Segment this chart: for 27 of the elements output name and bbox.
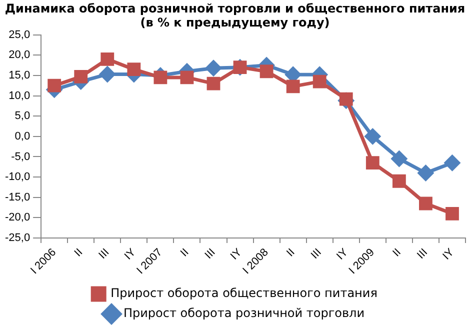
x-tick-label: IY (440, 246, 457, 262)
x-tick-label: III (308, 246, 324, 262)
y-tick-label: 5,0 (14, 110, 30, 122)
chart-title: Динамика оборота розничной торговли и общественного питания (4, 1, 466, 16)
x-tick-label: IY (228, 246, 245, 262)
x-tick-label: II (390, 246, 404, 260)
legend-label: Прирост оборота розничной торговли (123, 306, 365, 320)
y-tick-label: -25,0 (4, 232, 30, 244)
y-tick-label: -15,0 (4, 191, 30, 204)
x-tick-label: III (415, 246, 430, 262)
legend-label: Прирост оборота общественного питания (110, 286, 378, 300)
x-tick-label: IY (122, 246, 139, 262)
chart-subtitle: (в % к предыдущему году) (140, 16, 330, 30)
x-tick-label: II (72, 246, 86, 260)
y-tick-label: 0,0 (14, 130, 30, 142)
y-tick-label: 15,0 (8, 69, 30, 82)
y-tick-label: -10,0 (4, 171, 30, 184)
y-tick-label: 25,0 (8, 28, 30, 41)
x-tick-label: III (96, 246, 112, 262)
y-tick-label: 20,0 (8, 49, 30, 62)
x-tick-label: IY (334, 246, 351, 262)
x-tick-label: III (202, 246, 218, 262)
x-tick-label: II (178, 246, 192, 260)
y-tick-label: -20,0 (4, 212, 30, 224)
y-tick-label: 10,0 (8, 90, 30, 102)
y-tick-label: -5,0 (11, 150, 30, 163)
x-tick-label: II (284, 246, 298, 260)
